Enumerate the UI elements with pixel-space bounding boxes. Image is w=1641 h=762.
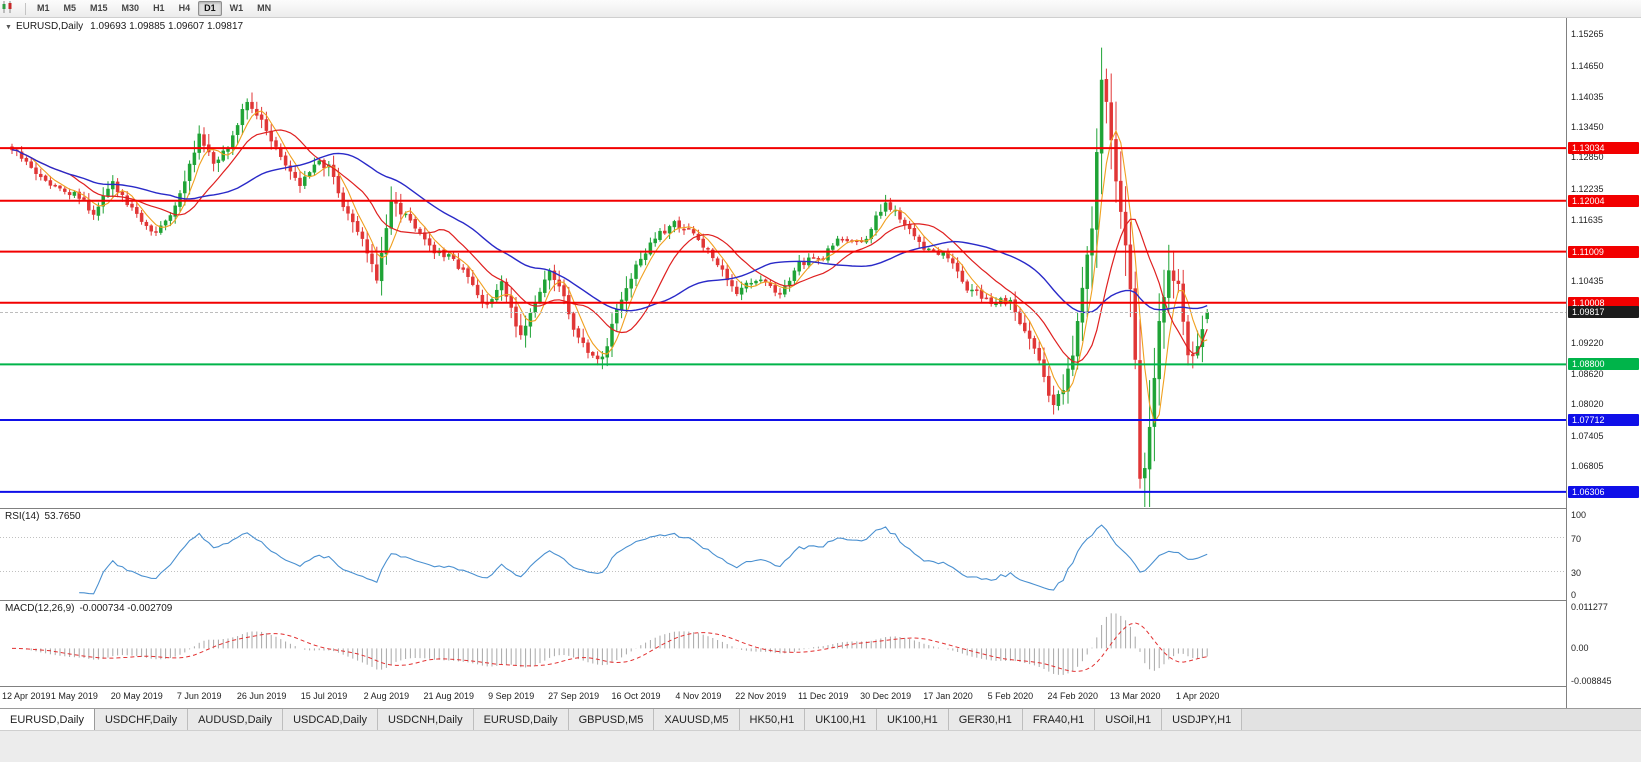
timeframe-button-mn[interactable]: MN [257, 3, 272, 13]
time-axis-label: 16 Oct 2019 [611, 691, 661, 701]
price-tick-label: 1.12235 [1571, 184, 1604, 194]
price-tick-label: 1.10435 [1571, 276, 1604, 286]
hline-price-label: 1.12004 [1568, 195, 1639, 207]
price-tick-label: 1.15265 [1571, 29, 1604, 39]
hline-price-label: 1.08800 [1568, 358, 1639, 370]
time-axis-label: 20 May 2019 [110, 691, 163, 701]
price-tick-label: 1.06805 [1571, 461, 1604, 471]
timeframe-button-m15[interactable]: M15 [90, 3, 108, 13]
macd-panel[interactable]: MACD(12,26,9) -0.000734 -0.002709 [0, 601, 1566, 686]
rsi-panel[interactable]: RSI(14) 53.7650 [0, 509, 1566, 600]
chart-tab[interactable]: HK50,H1 [739, 709, 806, 730]
price-tick-label: 1.07405 [1571, 431, 1604, 441]
chart-tab[interactable]: EURUSD,Daily [473, 709, 569, 730]
hline-price-label: 1.13034 [1568, 142, 1639, 154]
rsi-canvas[interactable] [0, 509, 1566, 600]
time-axis-label: 22 Nov 2019 [735, 691, 787, 701]
time-axis-label: 17 Jan 2020 [923, 691, 973, 701]
time-axis-label: 30 Dec 2019 [860, 691, 912, 701]
time-axis-label: 21 Aug 2019 [423, 691, 475, 701]
chart-tab[interactable]: XAUUSD,M5 [654, 709, 740, 730]
candlestick-chart-canvas[interactable] [0, 18, 1566, 507]
price-tick-label: 1.11635 [1571, 215, 1603, 225]
current-price-label: 1.09817 [1568, 306, 1639, 318]
time-axis-label: 7 Jun 2019 [176, 691, 222, 701]
timeframe-button-m1[interactable]: M1 [37, 3, 50, 13]
rsi-level-label: 100 [1571, 510, 1587, 520]
status-strip [0, 730, 1641, 762]
chart-cursor-icon-glyph [2, 1, 12, 13]
timeframe-button-h1[interactable]: H1 [153, 3, 165, 13]
price-tick-label: 1.09220 [1571, 338, 1604, 348]
time-axis[interactable]: 12 Apr 2019 1 May 2019 20 May 2019 7 Jun 20… [0, 687, 1566, 708]
time-axis-label: 11 Dec 2019 [798, 691, 849, 701]
chart-tab[interactable]: USDCAD,Daily [283, 709, 379, 730]
time-axis-label: 26 Jun 2019 [236, 691, 287, 701]
chart-tab[interactable]: EURUSD,Daily [0, 709, 95, 730]
panel-divider[interactable] [0, 600, 1641, 601]
hline-price-label: 1.07712 [1568, 414, 1639, 426]
chart-tab[interactable]: UK100,H1 [805, 709, 877, 730]
macd-canvas[interactable] [0, 601, 1566, 686]
chart-tab[interactable]: USDJPY,H1 [1162, 709, 1243, 730]
time-axis-label: 1 Apr 2020 [1175, 691, 1220, 701]
timeframe-button-w1[interactable]: W1 [229, 3, 244, 13]
price-tick-label: 1.08620 [1571, 369, 1604, 379]
panel-divider [0, 686, 1641, 687]
price-chart-panel[interactable]: ▼ EURUSD,Daily 1.09693 1.09885 1.09607 1.0… [0, 18, 1566, 508]
rsi-level-label: 30 [1571, 568, 1582, 578]
panel-divider[interactable] [0, 508, 1641, 509]
rsi-level-label: 0 [1571, 590, 1577, 600]
chart-dropdown-arrow-icon[interactable]: ▼ [5, 24, 12, 31]
time-axis-label: 5 Feb 2020 [987, 691, 1034, 701]
time-axis-label: 24 Feb 2020 [1047, 691, 1099, 701]
chart-tab[interactable]: USDCNH,Daily [378, 709, 474, 730]
chart-tab[interactable]: UK100,H1 [876, 709, 949, 730]
price-scale[interactable]: 1.15265 1.14650 1.14035 1.13450 1.12850 1.122… [1567, 18, 1641, 708]
timeframe-button-h4[interactable]: H4 [178, 3, 191, 13]
hline-price-label: 1.11009 [1568, 246, 1639, 258]
time-axis-label: 15 Jul 2019 [300, 691, 348, 701]
time-axis-label: 12 Apr 2019 [2, 691, 51, 701]
time-axis-label: 4 Nov 2019 [675, 691, 722, 701]
chart-tab[interactable]: USOil,H1 [1095, 709, 1163, 730]
price-tick-label: 1.14035 [1571, 92, 1604, 102]
rsi-level-label: 70 [1571, 534, 1582, 544]
macd-level-label: 0.011277 [1571, 602, 1608, 612]
chart-tab-bar: EURUSD,Daily USDCHF,Daily AUDUSD,Daily USDC… [0, 708, 1641, 730]
timeframe-button-m5[interactable]: M5 [63, 3, 77, 13]
price-tick-label: 1.08020 [1571, 399, 1604, 409]
time-axis-label: 1 May 2019 [50, 691, 98, 701]
chart-tab[interactable]: AUDUSD,Daily [188, 709, 284, 730]
time-axis-label: 2 Aug 2019 [363, 691, 410, 701]
scale-divider [1566, 18, 1567, 708]
toolbar: M1 M5 M15 M30 H1 H4 D1 W1 MN [0, 0, 1641, 18]
price-tick-label: 1.13450 [1571, 122, 1604, 132]
macd-level-label: -0.008845 [1571, 676, 1612, 686]
timeframe-button-m30[interactable]: M30 [121, 3, 140, 13]
price-tick-label: 1.12850 [1571, 152, 1604, 162]
timeframe-button-group: M1 M5 M15 M30 H1 H4 D1 W1 MN [30, 1, 278, 16]
chart-tab[interactable]: FRA40,H1 [1022, 709, 1096, 730]
time-axis-label: 9 Sep 2019 [488, 691, 535, 701]
price-tick-label: 1.14650 [1571, 61, 1604, 71]
timeframe-button-d1[interactable]: D1 [198, 1, 222, 16]
macd-level-label: 0.00 [1571, 643, 1589, 653]
chart-tab[interactable]: USDCHF,Daily [94, 709, 189, 730]
hline-price-label: 1.06306 [1568, 486, 1639, 498]
chart-tab[interactable]: GER30,H1 [948, 709, 1023, 730]
chart-cursor-icon[interactable] [2, 1, 21, 16]
chart-tab[interactable]: GBPUSD,M5 [568, 709, 655, 730]
time-axis-label: 13 Mar 2020 [1109, 691, 1161, 701]
toolbar-separator [25, 2, 26, 15]
time-axis-label: 27 Sep 2019 [548, 691, 600, 701]
